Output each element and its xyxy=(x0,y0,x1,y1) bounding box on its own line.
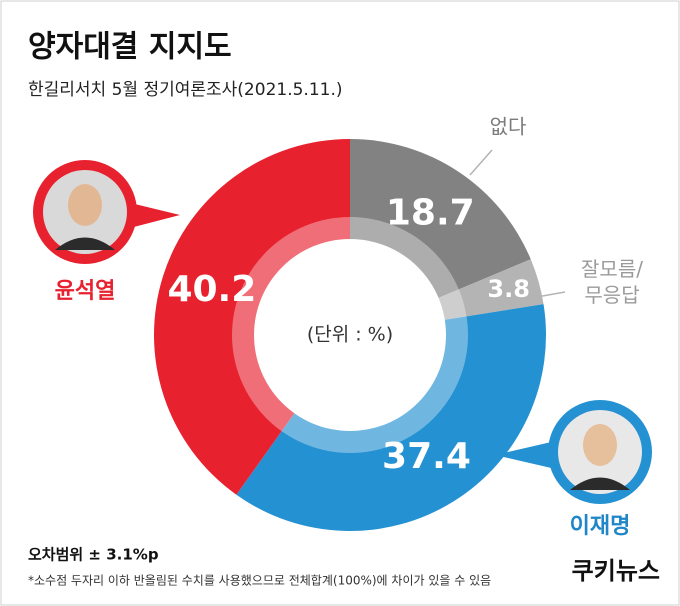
chart-title: 양자대결 지지도 xyxy=(28,30,232,65)
category-label: 잘모름/무응답 xyxy=(581,257,643,307)
category-label-line: 잘모름/ xyxy=(581,257,643,281)
value-label: 37.4 xyxy=(382,436,471,477)
leader-line xyxy=(469,149,493,176)
value-label: 18.7 xyxy=(386,192,475,233)
value-label: 3.8 xyxy=(487,275,530,303)
note: *소수점 두자리 이하 반올림된 수치를 사용했으므로 전체합계(100%)에 … xyxy=(28,574,491,588)
category-label-line: 무응답 xyxy=(584,283,639,307)
donut-segment xyxy=(154,139,350,495)
center-label: (단위 : %) xyxy=(307,324,393,346)
category-label: 이재명 xyxy=(570,514,631,539)
footer: 오차범위 ± 3.1%p xyxy=(28,546,159,564)
leader-line xyxy=(519,291,566,301)
category-label: 없다 xyxy=(490,115,527,139)
photo-yoon xyxy=(33,160,180,264)
source-logo: 쿠키뉴스 xyxy=(572,557,660,585)
value-label: 40.2 xyxy=(167,269,256,310)
donut-hole xyxy=(254,239,446,431)
category-label: 윤석열 xyxy=(55,279,116,304)
chart-subtitle: 한길리서치 5월 정기여론조사(2021.5.11.) xyxy=(28,80,343,100)
photo-lee xyxy=(495,400,652,504)
